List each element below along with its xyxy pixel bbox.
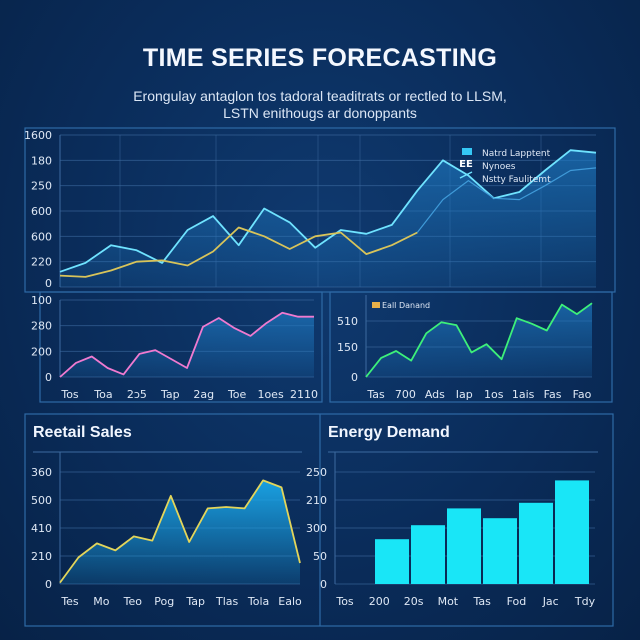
- x-tick-label: Toe: [227, 388, 247, 401]
- bar: [447, 508, 481, 584]
- x-tick-label: Tap: [160, 388, 180, 401]
- x-tick-label: Tas: [472, 595, 491, 608]
- x-tick-label: Mo: [93, 595, 109, 608]
- y-tick-label: 50: [313, 550, 327, 563]
- legend-label: Eall Danand: [382, 301, 430, 310]
- y-tick-label: 150: [337, 341, 358, 354]
- energy-demand-title: Energy Demand: [328, 424, 450, 441]
- x-tick-label: 2110: [290, 388, 318, 401]
- x-tick-label: Toa: [93, 388, 112, 401]
- y-tick-label: 0: [45, 277, 52, 290]
- legend-label: Nynoes: [482, 162, 516, 172]
- x-tick-label: Pog: [154, 595, 174, 608]
- x-tick-label: Ealo: [278, 595, 302, 608]
- y-tick-label: 410: [31, 522, 52, 535]
- y-tick-label: 210: [306, 494, 327, 507]
- x-tick-label: Mot: [438, 595, 459, 608]
- y-tick-label: 300: [306, 522, 327, 535]
- x-tick-label: Iap: [456, 388, 473, 401]
- x-tick-label: Tos: [335, 595, 354, 608]
- y-tick-label: 600: [31, 230, 52, 243]
- x-tick-label: Tap: [185, 595, 205, 608]
- series-line: [59, 149, 597, 273]
- x-tick-label: Tlas: [215, 595, 239, 608]
- y-tick-label: 210: [31, 550, 52, 563]
- y-tick-label: 220: [31, 256, 52, 269]
- x-tick-label: 1oes: [257, 388, 283, 401]
- y-tick-label: 500: [31, 494, 52, 507]
- subtitle-line-2: LSTN enithougs ar donoppants: [223, 105, 417, 121]
- x-tick-label: 2ag: [193, 388, 214, 401]
- y-tick-label: 200: [31, 345, 52, 358]
- x-tick-label: Tola: [247, 595, 269, 608]
- series-area: [60, 312, 314, 377]
- bar: [375, 539, 409, 584]
- bar: [555, 480, 589, 584]
- subtitle-line-1: Erongulay antaglon tos tadoral teaditrat…: [133, 88, 507, 104]
- series-line: [59, 311, 314, 378]
- x-tick-label: Tos: [60, 388, 79, 401]
- x-tick-label: 2ɔ5: [127, 388, 147, 401]
- page-title: TIME SERIES FORECASTING: [142, 44, 498, 72]
- series-line: [365, 302, 593, 378]
- legend-swatch: [462, 148, 472, 155]
- x-tick-label: Ads: [425, 388, 445, 401]
- y-tick-label: 250: [306, 466, 327, 479]
- y-tick-label: 0: [320, 578, 327, 591]
- x-tick-label: Fas: [544, 388, 562, 401]
- retail-sales-title: Reetail Sales: [33, 424, 132, 441]
- legend-swatch: [372, 302, 380, 308]
- y-tick-label: 510: [337, 315, 358, 328]
- x-tick-label: 20s: [404, 595, 424, 608]
- y-tick-label: 600: [31, 205, 52, 218]
- legend-label: Nstty Faulitemt: [482, 175, 551, 185]
- x-tick-label: Tdy: [574, 595, 596, 608]
- y-tick-label: 0: [351, 371, 358, 384]
- series-area: [60, 480, 300, 584]
- panel-frame: [329, 291, 613, 403]
- legend-line-icon: [459, 171, 473, 179]
- series-area: [60, 150, 596, 287]
- y-tick-label: 180: [31, 154, 52, 167]
- x-tick-label: 700: [395, 388, 416, 401]
- y-tick-label: 0: [45, 578, 52, 591]
- legend-label: Natrd Lapptent: [482, 149, 551, 159]
- x-tick-label: Jac: [542, 595, 559, 608]
- series-area: [366, 303, 592, 377]
- panel-frame: [24, 413, 614, 627]
- y-tick-label: 280: [31, 320, 52, 333]
- x-tick-label: Fao: [573, 388, 592, 401]
- x-tick-label: Tes: [60, 595, 79, 608]
- x-tick-label: 1os: [484, 388, 504, 401]
- y-tick-label: 360: [31, 466, 52, 479]
- x-tick-label: Tas: [366, 388, 385, 401]
- bar: [519, 502, 553, 584]
- series-line: [416, 167, 597, 233]
- panel-frame: [39, 291, 323, 403]
- x-tick-label: Teo: [123, 595, 143, 608]
- series-line: [59, 479, 301, 584]
- y-tick-label: 250: [31, 180, 52, 193]
- legend-icon: EE: [459, 159, 473, 170]
- x-tick-label: 1ais: [512, 388, 535, 401]
- series-line: [59, 226, 418, 278]
- y-tick-label: 1600: [24, 129, 52, 142]
- x-tick-label: Fod: [507, 595, 527, 608]
- bar: [411, 525, 445, 584]
- x-tick-label: 200: [369, 595, 390, 608]
- y-tick-label: 0: [45, 371, 52, 384]
- bar: [483, 518, 517, 584]
- y-tick-label: 100: [31, 294, 52, 307]
